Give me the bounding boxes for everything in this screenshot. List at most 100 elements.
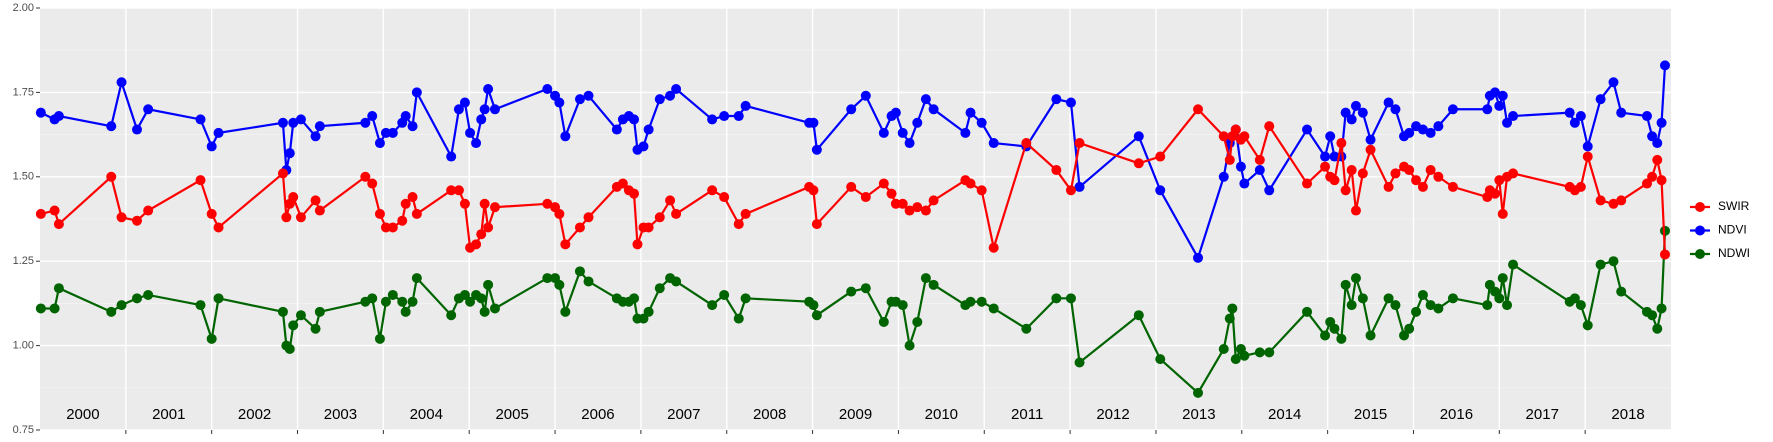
data-point [1659, 249, 1670, 260]
data-point [1365, 134, 1376, 145]
year-label: 2005 [495, 406, 528, 423]
data-point [740, 100, 751, 111]
data-point [719, 111, 730, 122]
data-point [459, 97, 470, 108]
data-point [49, 303, 60, 314]
data-point [976, 185, 987, 196]
data-point [1230, 124, 1241, 135]
data-point [1346, 114, 1357, 125]
data-point [411, 208, 422, 219]
data-point [446, 310, 457, 321]
year-label: 2007 [667, 406, 700, 423]
data-point [1227, 303, 1238, 314]
data-point [489, 202, 500, 213]
data-point [1490, 188, 1501, 199]
data-point [277, 168, 288, 179]
data-point [1224, 313, 1235, 324]
data-point [195, 300, 206, 311]
data-point [1595, 259, 1606, 270]
data-point [1595, 195, 1606, 206]
data-point [846, 286, 857, 297]
data-point [928, 279, 939, 290]
data-point [1582, 141, 1593, 152]
data-point [1647, 131, 1658, 142]
data-point [904, 138, 915, 149]
data-point [629, 114, 640, 125]
data-point [1508, 259, 1519, 270]
data-point [53, 219, 64, 230]
data-point [707, 114, 718, 125]
data-point [53, 111, 64, 122]
year-label: 2009 [839, 406, 872, 423]
data-point [1433, 121, 1444, 132]
data-point [1652, 154, 1663, 165]
data-point [367, 111, 378, 122]
data-point [574, 222, 585, 233]
data-point [387, 289, 398, 300]
data-point [554, 97, 565, 108]
y-tick-label: 2.00 [13, 2, 34, 14]
data-point [1497, 208, 1508, 219]
data-point [811, 310, 822, 321]
data-point [1051, 165, 1062, 176]
data-point [860, 90, 871, 101]
data-point [1021, 138, 1032, 149]
data-point [281, 212, 292, 223]
data-point [1133, 158, 1144, 169]
year-label: 2001 [152, 406, 185, 423]
data-point [483, 84, 494, 95]
data-point [1264, 185, 1275, 196]
data-point [1218, 171, 1229, 182]
data-point [1155, 354, 1166, 365]
data-point [629, 188, 640, 199]
data-point [583, 276, 594, 287]
data-point [632, 239, 643, 250]
data-point [1193, 104, 1204, 115]
data-point [380, 296, 391, 307]
data-point [860, 283, 871, 294]
data-point [288, 320, 299, 331]
data-point [912, 202, 923, 213]
data-point [400, 198, 411, 209]
data-point [1417, 181, 1428, 192]
data-point [1616, 286, 1627, 297]
data-point [314, 121, 325, 132]
data-point [471, 239, 482, 250]
legend-marker [1695, 249, 1705, 259]
data-point [1447, 293, 1458, 304]
data-point [1133, 131, 1144, 142]
data-point [1235, 161, 1246, 172]
data-point [1564, 107, 1575, 118]
data-point [143, 289, 154, 300]
data-point [1575, 181, 1586, 192]
data-point [1193, 387, 1204, 398]
data-point [35, 107, 46, 118]
data-point [1497, 90, 1508, 101]
data-point [1302, 124, 1313, 135]
data-point [1302, 178, 1313, 189]
data-point [195, 114, 206, 125]
data-point [811, 144, 822, 155]
data-point [411, 273, 422, 284]
data-point [965, 296, 976, 307]
data-point [890, 107, 901, 118]
data-point [1652, 138, 1663, 149]
data-point [483, 279, 494, 290]
data-point [860, 192, 871, 203]
data-point [106, 171, 117, 182]
data-point [1404, 127, 1415, 138]
data-point [1074, 181, 1085, 192]
data-point [1383, 181, 1394, 192]
year-label: 2016 [1440, 406, 1473, 423]
y-tick-label: 1.25 [13, 255, 34, 267]
data-point [920, 273, 931, 284]
data-point [1340, 185, 1351, 196]
data-point [1390, 168, 1401, 179]
data-point [665, 195, 676, 206]
data-point [965, 178, 976, 189]
data-point [407, 296, 418, 307]
data-point [1350, 273, 1361, 284]
data-point [928, 195, 939, 206]
data-point [465, 127, 476, 138]
